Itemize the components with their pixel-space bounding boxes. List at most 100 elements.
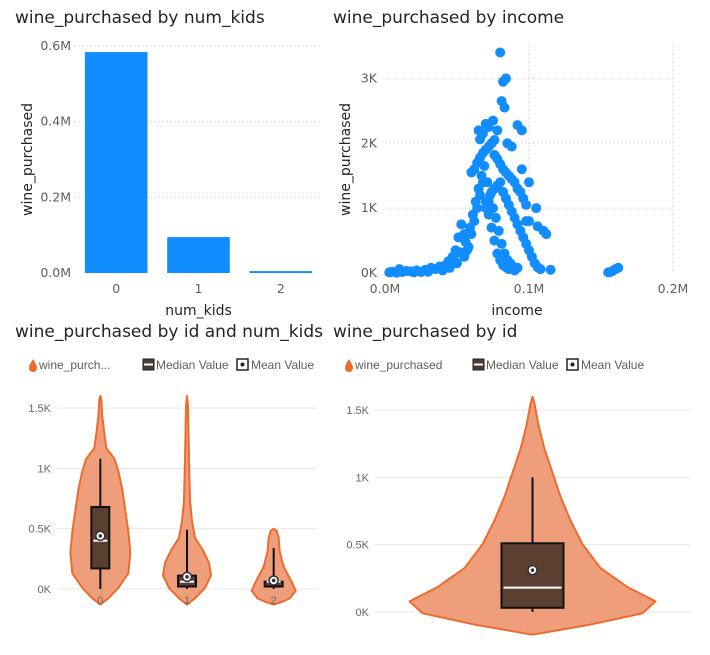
mean-icon-dot [240,362,245,367]
scatter-point [483,196,494,207]
scatter-point [453,232,464,243]
y-tick-label: 0.0M [40,265,71,280]
scatter-point [488,115,498,126]
y-axis-title: wine_purchased [338,103,354,216]
scatter-point [492,125,503,136]
x-axis-title: num_kids [165,303,232,319]
scatter-point [476,170,487,181]
y-tick-label: 0K [356,607,370,619]
scatter-chart-panel: wine_purchased by income 0K 1K 2K 3K 0.0M 0.1… [333,8,703,319]
y-axis-title: wine_purchased [20,103,36,216]
scatter-point [434,261,445,272]
bar [249,271,313,273]
mean-marker-dot [185,575,189,579]
scatter-point [495,47,506,58]
y-tick-label: 0.2M [40,189,71,204]
scatter-point [545,264,556,275]
scatter-point [456,219,467,230]
scatter-point [489,135,500,146]
y-tick-label: 3K [361,70,378,85]
x-tick-label: 2 [271,595,277,607]
scatter-point [495,177,506,188]
scatter-point [506,141,517,152]
scatter-point [524,177,534,188]
scatter-point [512,120,523,131]
chart-title: wine_purchased by income [333,8,565,28]
y-tick-label: 1K [38,463,52,475]
y-tick-label: 0K [38,584,52,596]
violin-by-kids-panel: wine_purchased by id and num_kids wine_p… [15,322,335,647]
y-tick-label: 1K [356,472,370,484]
scatter-point [420,264,431,275]
y-tick-label: 0.5K [28,524,51,536]
mean-marker-dot [98,534,103,538]
scatter-point [490,212,501,223]
legend-label: Median Value [486,358,559,372]
bar-chart: 0.0M 0.2M 0.4M 0.6M 0 1 2 num_kids wine_purchase… [20,38,322,319]
y-tick-label: 1.5K [28,403,51,415]
scatter-point [464,222,475,233]
scatter-point [475,134,486,145]
scatter-point [524,216,534,227]
y-tick-label: 0K [361,265,378,280]
chart-title: wine_purchased by id [333,322,518,342]
scatter-point [500,73,511,84]
scatter-point [482,177,493,188]
scatter-point [606,266,617,277]
scatter-point [532,221,543,232]
drop-icon [29,359,37,372]
scatter-point [405,266,416,277]
bar-chart-panel: wine_purchased by num_kids 0.0M 0.2M 0.4M 0… [15,8,335,319]
scatter-point [462,245,473,256]
x-tick-label: 1 [184,595,190,607]
x-tick-label: 0.1M [514,281,545,296]
violin-by-id-panel: wine_purchased by id wine_purchased Media… [333,322,703,647]
mean-marker-dot [530,568,535,572]
x-tick-label: 0 [97,595,103,607]
bar [84,52,148,274]
scatter-point [521,199,532,210]
scatter-point [516,164,527,175]
legend-label: Median Value [156,358,229,372]
drop-icon [345,359,353,372]
bar [167,237,230,273]
box [500,542,565,609]
x-tick-label: 0.0M [370,281,401,296]
x-tick-label: 2 [277,281,285,296]
chart-title: wine_purchased by num_kids [15,8,265,28]
violin-chart: wine_purch... Median Value Mean Value 0K 0.5… [28,358,317,607]
scatter-point [535,264,546,275]
scatter-chart: 0K 1K 2K 3K 0.0M 0.1M 0.2M income wine_purchased [338,46,689,319]
y-tick-label: 1K [361,200,378,215]
x-tick-label: 0.2M [658,281,689,296]
scatter-point [496,238,507,249]
violin-chart: wine_purchased Median Value Mean Value 0K 0.… [345,358,690,636]
scatter-point [460,236,471,247]
scatter-point [531,203,542,214]
scatter-point [512,262,523,273]
x-tick-label: 0 [112,281,120,296]
scatter-point [470,196,481,207]
y-tick-label: 0.5K [346,540,369,552]
legend-label: wine_purch... [38,358,110,372]
chart-title: wine_purchased by id and num_kids [15,322,323,342]
scatter-point [541,229,552,240]
y-tick-label: 0.4M [40,114,71,129]
scatter-point [467,209,478,220]
legend-label: Mean Value [581,358,644,372]
mean-icon-dot [570,362,575,367]
scatter-point [473,183,484,194]
scatter-point [391,267,402,278]
scatter-point [384,267,395,278]
x-tick-label: 1 [195,281,203,296]
legend-label: Mean Value [251,358,314,372]
x-axis-title: income [491,303,542,319]
scatter-point [493,225,504,236]
y-tick-label: 1.5K [346,405,369,417]
scatter-point [499,102,510,113]
legend-label: wine_purchased [354,358,442,372]
violin-body [162,395,212,606]
y-tick-label: 2K [361,135,378,150]
mean-marker-dot [271,578,276,583]
y-tick-label: 0.6M [40,38,71,53]
